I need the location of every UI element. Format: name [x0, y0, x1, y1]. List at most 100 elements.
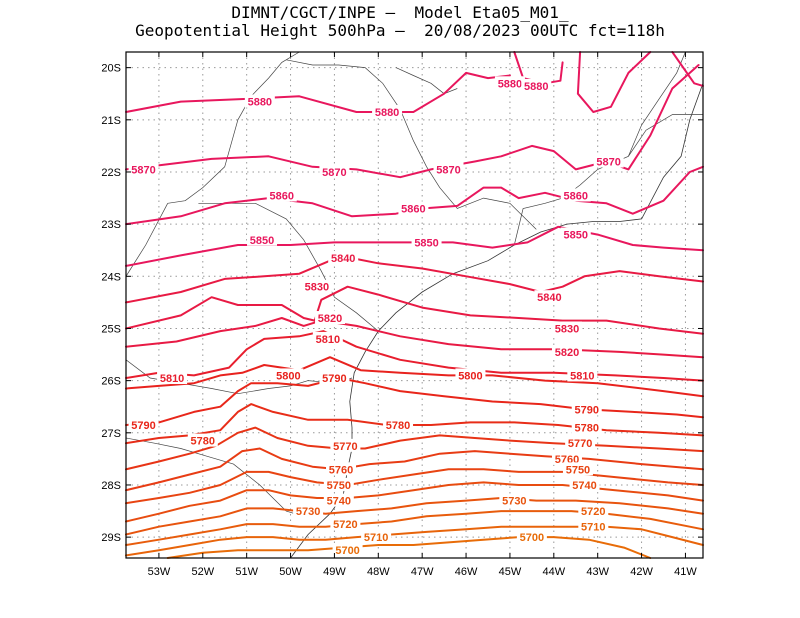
state-border [395, 67, 458, 95]
contour-label-bg [383, 417, 414, 431]
contour-label-bg [571, 420, 602, 434]
lat-tick-label: 28S [101, 480, 121, 492]
contour-lines [125, 51, 704, 559]
contour-line-5880 [576, 51, 652, 113]
state-border [167, 51, 300, 204]
contour-label: 5700 [335, 545, 359, 557]
contour-label: 5770 [568, 438, 592, 450]
contour-line-5870 [125, 64, 700, 179]
contour-label-bg [551, 321, 582, 335]
lat-tick-label: 20S [101, 63, 121, 75]
state-border [125, 437, 304, 517]
contour-label: 5790 [131, 420, 155, 432]
contour-line-5840 [125, 257, 704, 304]
contour-label: 5820 [318, 313, 342, 325]
lat-tick-label: 23S [101, 219, 121, 231]
lon-tick-label: 42W [630, 566, 653, 578]
lon-tick-label: 50W [279, 566, 302, 578]
contour-label-bg [323, 493, 354, 507]
contour-label: 5880 [375, 107, 399, 119]
contour-line-5730 [125, 497, 704, 536]
contour-label: 5780 [574, 423, 598, 435]
contour-label-bg [398, 201, 429, 215]
contour-label: 5750 [327, 480, 351, 492]
contour-label: 5800 [276, 370, 300, 382]
axis-ticks: 53W 52W 51W 50W 49W 48W 47W 46W 45W 44W 43W 42W 41W 2… [101, 52, 703, 578]
lon-tick-label: 44W [543, 566, 566, 578]
contour-label: 5720 [581, 506, 605, 518]
contour-label-bg [330, 517, 361, 531]
contour-label: 5820 [555, 347, 579, 359]
contour-label: 5760 [329, 464, 353, 476]
lon-tick-label: 49W [323, 566, 346, 578]
contour-label: 5810 [160, 373, 184, 385]
contour-label: 5800 [458, 370, 482, 382]
contour-label: 5700 [520, 532, 544, 544]
lon-tick-label: 41W [674, 566, 697, 578]
contour-label: 5850 [250, 235, 274, 247]
contour-label-bg [312, 331, 343, 345]
contour-label-bg [293, 504, 324, 518]
lon-tick-label: 51W [235, 566, 258, 578]
contour-label: 5780 [191, 436, 215, 448]
contour-label-bg [128, 162, 159, 176]
lon-tick-label: 46W [455, 566, 478, 578]
contour-label: 5730 [296, 506, 320, 518]
contour-line-5760 [125, 447, 704, 492]
contour-line-5880 [125, 71, 511, 113]
contour-label-bg [330, 438, 361, 452]
contour-label-bg [562, 462, 593, 476]
lon-tick-label: 48W [367, 566, 390, 578]
contour-label: 5780 [386, 420, 410, 432]
contour-label: 5790 [574, 404, 598, 416]
lat-tick-label: 22S [101, 167, 121, 179]
contour-label: 5880 [498, 78, 522, 90]
contour-label: 5830 [555, 323, 579, 335]
contour-label: 5860 [270, 190, 294, 202]
contour-label-bg [157, 371, 188, 385]
state-border [513, 114, 703, 246]
contour-label-bg [534, 290, 565, 304]
contour-label-bg [328, 251, 359, 265]
contour-label: 5840 [331, 253, 355, 265]
contour-label: 5810 [316, 334, 340, 346]
contour-line-5700 [166, 536, 652, 559]
state-border [198, 202, 379, 332]
chart-title: DIMNT/CGCT/INPE — Model Eta05_M01_ Geopo… [0, 4, 800, 40]
contour-line-5750 [125, 468, 704, 505]
contour-label: 5770 [333, 441, 357, 453]
lon-tick-label: 47W [411, 566, 434, 578]
contour-label-bg [187, 433, 218, 447]
contour-label-bg [319, 164, 350, 178]
contour-label-bg [551, 344, 582, 358]
contour-label: 5740 [327, 496, 351, 508]
lat-tick-label: 26S [101, 376, 121, 388]
contour-label-bg [565, 436, 596, 450]
contour-label: 5840 [537, 292, 561, 304]
contour-label: 5710 [581, 522, 605, 534]
contour-label: 5860 [401, 203, 425, 215]
title-line-2: Geopotential Height 500hPa — 20/08/2023 … [135, 21, 665, 40]
contour-label-bg [455, 368, 486, 382]
contour-label-bg [521, 78, 552, 92]
contour-line-5820 [125, 317, 704, 359]
contour-line-5830 [125, 285, 704, 335]
contour-label: 5870 [436, 164, 460, 176]
contour-label-bg [560, 227, 591, 241]
contour-label-bg [301, 279, 332, 293]
contour-line-5800 [125, 356, 704, 398]
contour-label: 5860 [564, 190, 588, 202]
contour-label-bg [593, 154, 624, 168]
lon-tick-label: 43W [586, 566, 609, 578]
contour-label-bg [319, 371, 350, 385]
contour-label-bg [499, 493, 530, 507]
state-border [125, 203, 169, 277]
contour-label-bg [571, 402, 602, 416]
contour-label-bg [560, 188, 591, 202]
contour-label-bg [326, 462, 357, 476]
contour-line-5860 [125, 165, 704, 226]
contour-label: 5870 [596, 157, 620, 169]
contour-label: 5740 [572, 480, 596, 492]
